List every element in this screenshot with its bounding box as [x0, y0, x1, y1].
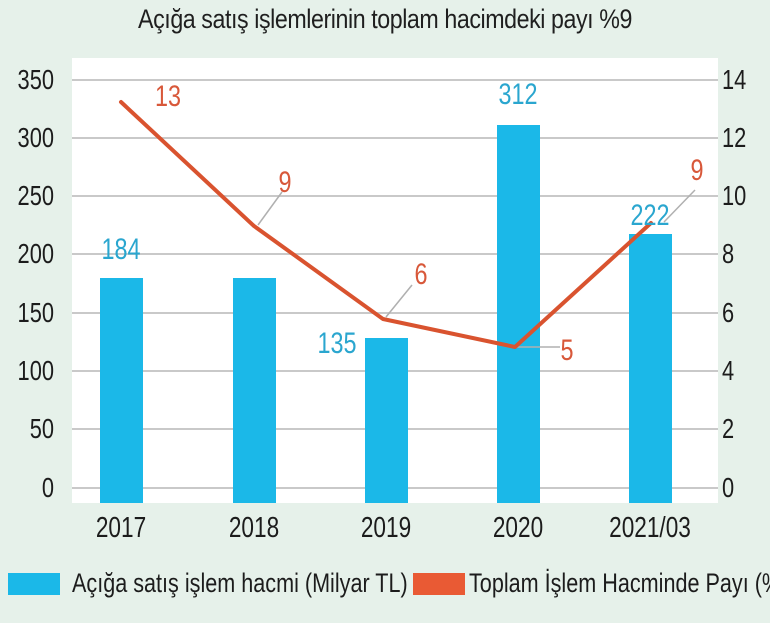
y-left-tick: 0	[41, 472, 54, 503]
line-label-2021: 9	[690, 154, 704, 187]
y-right-tick: 6	[722, 297, 735, 328]
y-right-tick: 2	[722, 413, 735, 444]
bar-label-2017: 184	[101, 233, 141, 266]
x-tick-2018: 2018	[228, 512, 280, 544]
x-tick-2019: 2019	[360, 512, 412, 544]
bar-label-2021: 222	[630, 199, 670, 232]
line-series	[119, 100, 653, 349]
x-tick-2017: 2017	[95, 512, 147, 544]
legend: Açığa satış işlem hacmi (Milyar TL) Topl…	[0, 568, 770, 608]
y-left-tick: 150	[17, 297, 54, 328]
bar-series	[100, 125, 672, 503]
legend-item-bar: Açığa satış işlem hacmi (Milyar TL)	[8, 568, 492, 599]
line-label-2018: 9	[278, 166, 292, 199]
bar-2020	[497, 125, 540, 503]
y-left-tick: 50	[29, 413, 54, 444]
y-left-tick: 350	[17, 64, 54, 95]
bar-2018	[233, 278, 276, 503]
legend-label-line: Toplam İşlem Hacminde Payı (%)	[469, 568, 770, 598]
legend-item-line: Toplam İşlem Hacminde Payı (%)	[413, 568, 770, 599]
y-right-tick: 8	[722, 238, 735, 269]
y-left-tick: 300	[17, 122, 54, 153]
y-right-tick: 14	[722, 64, 747, 95]
bar-2021-03	[629, 234, 672, 503]
legend-label-bar: Açığa satış işlem hacmi (Milyar TL)	[72, 568, 408, 598]
line-label-2019: 6	[414, 258, 428, 291]
bar-label-2019: 135	[317, 327, 357, 360]
legend-swatch-line	[413, 572, 465, 595]
legend-swatch-bar	[8, 572, 60, 595]
chart-title: Açığa satış işlemlerinin toplam hacimdek…	[138, 4, 632, 34]
y-right-tick: 10	[722, 180, 747, 211]
y-left-tick: 200	[17, 238, 54, 269]
y-right-tick: 4	[722, 355, 735, 386]
x-tick-2020: 2020	[492, 512, 544, 544]
y-right-tick: 0	[722, 472, 735, 503]
bar-2019	[365, 338, 408, 503]
y-left-tick: 250	[17, 180, 54, 211]
bar-label-2020: 312	[498, 78, 538, 111]
line-label-2020: 5	[560, 334, 574, 367]
y-left-tick: 100	[17, 355, 54, 386]
x-tick-2021-03: 2021/03	[609, 512, 691, 544]
line-label-2017: 13	[154, 80, 182, 113]
bar-2017	[100, 278, 143, 503]
y-right-tick: 12	[722, 122, 747, 153]
leader-lines	[257, 189, 696, 348]
